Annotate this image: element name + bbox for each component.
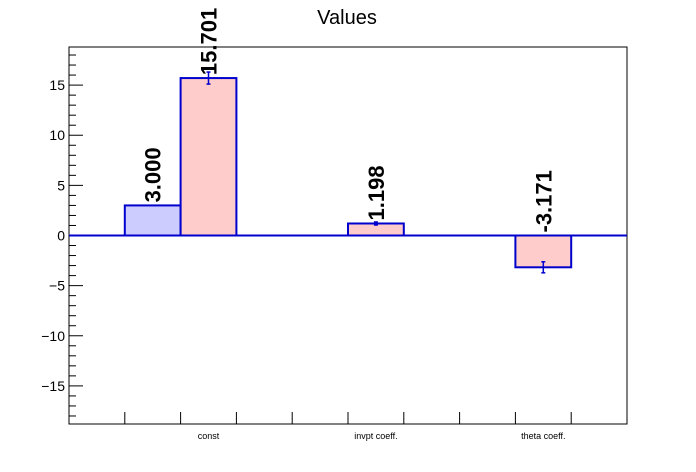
y-tick-label: 0 (57, 228, 65, 244)
y-tick-label: −10 (41, 328, 65, 344)
data-label: 3.000 (141, 147, 166, 202)
x-category-label: invpt coeff. (354, 431, 397, 441)
y-tick-label: 15 (49, 77, 65, 93)
data-label: 15.701 (197, 8, 222, 75)
y-tick-label: 10 (49, 127, 65, 143)
data-label: -3.171 (531, 170, 556, 232)
plot-area: 15 10 5 0 −5 −10 −15 const invpt coeff. theta coe… (41, 8, 628, 441)
bar (123, 204, 182, 237)
x-category-label: theta coeff. (521, 431, 565, 441)
bar (179, 77, 238, 237)
y-tick-label: 5 (57, 177, 65, 193)
x-category-label: const (198, 431, 220, 441)
y-tick-label: −15 (41, 378, 65, 394)
data-label: 1.198 (364, 165, 389, 220)
y-tick-label: −5 (49, 278, 65, 294)
chart-title: Values (317, 7, 377, 29)
